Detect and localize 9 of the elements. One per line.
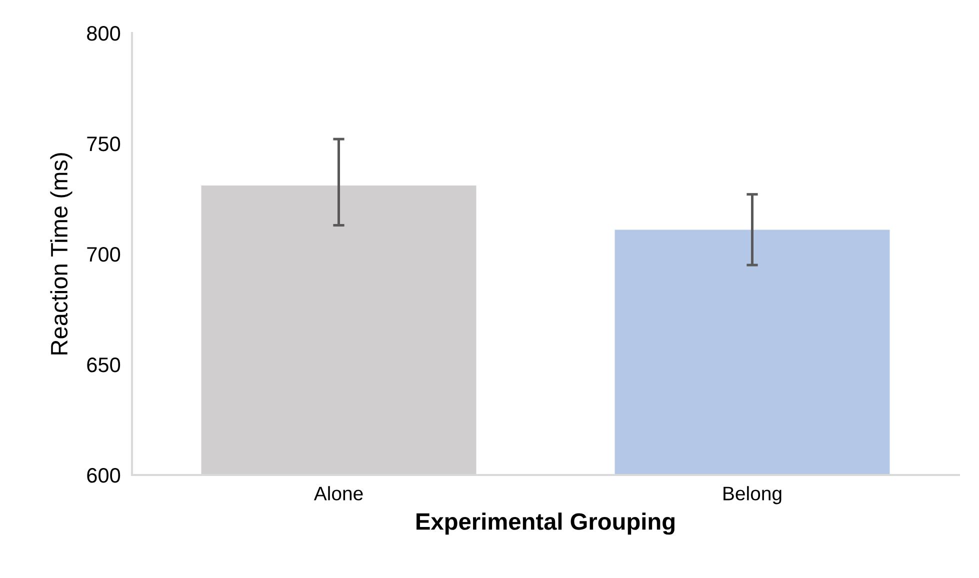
x-axis-title: Experimental Grouping [416,512,674,535]
y-tick-label: 800 [87,26,120,41]
y-axis-title: Reaction Time (ms) [50,153,72,354]
y-tick-label: 750 [87,136,120,152]
x-tick-label: Belong [724,486,782,504]
x-tick-label: Alone [314,486,363,500]
y-tick-label: 600 [87,468,120,483]
y-tick-label: 650 [87,358,120,372]
y-tick-label: 700 [87,247,120,262]
